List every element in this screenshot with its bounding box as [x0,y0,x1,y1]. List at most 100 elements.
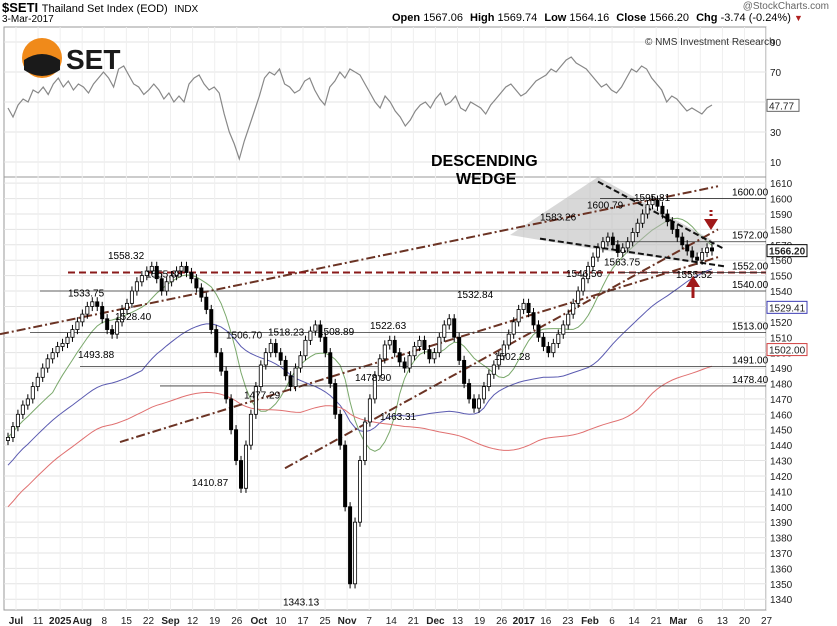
candle-body [362,421,367,461]
candle-body [278,352,283,361]
candle-body [258,364,263,387]
x-tick-label: Dec [426,616,445,626]
low-value: 1564.16 [569,12,610,24]
candle-body [491,364,496,375]
candle-body [372,375,377,400]
candle-body [154,265,159,280]
candle-body [700,252,705,261]
candle-body [95,301,100,307]
price-tick-label: 1420 [770,472,793,483]
x-tick-label: Jul [9,616,24,626]
x-tick-label: 6 [698,616,704,626]
x-tick-label: 2025 [49,616,72,626]
candle-body [199,287,204,298]
candle-body [630,232,635,243]
x-tick-label: 13 [452,616,464,626]
watermark: @StockCharts.com [742,1,829,12]
candle-body [144,270,149,277]
candle-body [675,228,680,238]
ohlc-readout: Open 1567.06 High 1569.74 Low 1564.16 Cl… [392,12,803,24]
candle-body [120,309,125,323]
candle-body [6,437,11,441]
candle-body [248,413,253,446]
candle-body [452,318,457,338]
candle-body [640,213,645,224]
price-annotation: 1478.90 [355,373,392,384]
candle-body [447,318,452,326]
candle-body [253,386,258,415]
x-tick-label: 22 [143,616,155,626]
price-flag [766,244,808,258]
ma-blue-line [7,268,713,466]
x-tick-label: 2017 [513,616,536,626]
price-flag [766,343,808,357]
candle-body [40,367,45,378]
ind-tick-label: 90 [770,38,782,49]
x-tick-label: 26 [496,616,508,626]
arrow-up-icon [686,276,700,298]
price-tick-label: 1520 [770,318,793,329]
price-annotation: 1546.56 [566,269,603,280]
candle-body [243,444,248,489]
price-annotation: 1506.70 [226,330,263,341]
candle-body [442,324,447,338]
candle-body [25,398,30,406]
x-tick-label: 13 [717,616,729,626]
price-annotation: 1528.40 [115,312,152,323]
price-tick-label: 1410 [770,487,793,498]
candle-body [293,367,298,387]
candle-body [179,265,184,272]
price-tick-label: 1380 [770,534,793,545]
price-tick-label: 1550 [770,272,793,283]
candle-body [328,352,333,384]
price-flag-label: 1529.41 [769,303,806,314]
price-annotation: 1600.79 [587,200,624,211]
candle-body [318,324,323,338]
candle-body [214,329,219,354]
candle-body [665,213,670,223]
x-tick-label: 20 [739,616,751,626]
candle-body [457,336,462,361]
candle-body [357,460,362,523]
candle-body [184,265,189,273]
candle-body [124,302,129,310]
candle-body [387,339,392,346]
candle-body [437,336,442,354]
indicator-value-flag [766,98,800,112]
candle-body [581,278,586,292]
candle-body [189,272,194,280]
level-label: 1513.00 [732,322,769,333]
wedge-title-line2: WEDGE [456,171,517,188]
candle-body [194,278,199,289]
candle-body [615,244,620,253]
candle-body [531,312,536,326]
candle-body [412,346,417,357]
candle-body [526,302,531,314]
candle-body [541,336,546,347]
candle-body [174,270,179,277]
candle-body [60,343,65,347]
candle-body [620,247,625,253]
candle-body [462,359,467,384]
candle-body [35,376,40,387]
candle-body [496,355,501,366]
candle-body [690,250,695,258]
candle-body [561,324,566,335]
candle-body [204,296,209,310]
x-tick-label: 19 [209,616,221,626]
price-annotation: 1410.87 [192,478,229,489]
down-triangle-icon: ▼ [793,13,803,23]
candle-body [472,398,477,409]
x-tick-label: 23 [562,616,574,626]
candle-body [15,413,20,428]
candle-body [625,241,630,249]
candle-body [263,352,268,366]
candle-body [516,309,521,323]
candle-body [338,413,343,446]
candle-body [149,265,154,272]
x-tick-label: 17 [297,616,309,626]
x-tick-label: 7 [366,616,372,626]
candle-body [75,321,80,330]
candle-body [536,324,541,338]
